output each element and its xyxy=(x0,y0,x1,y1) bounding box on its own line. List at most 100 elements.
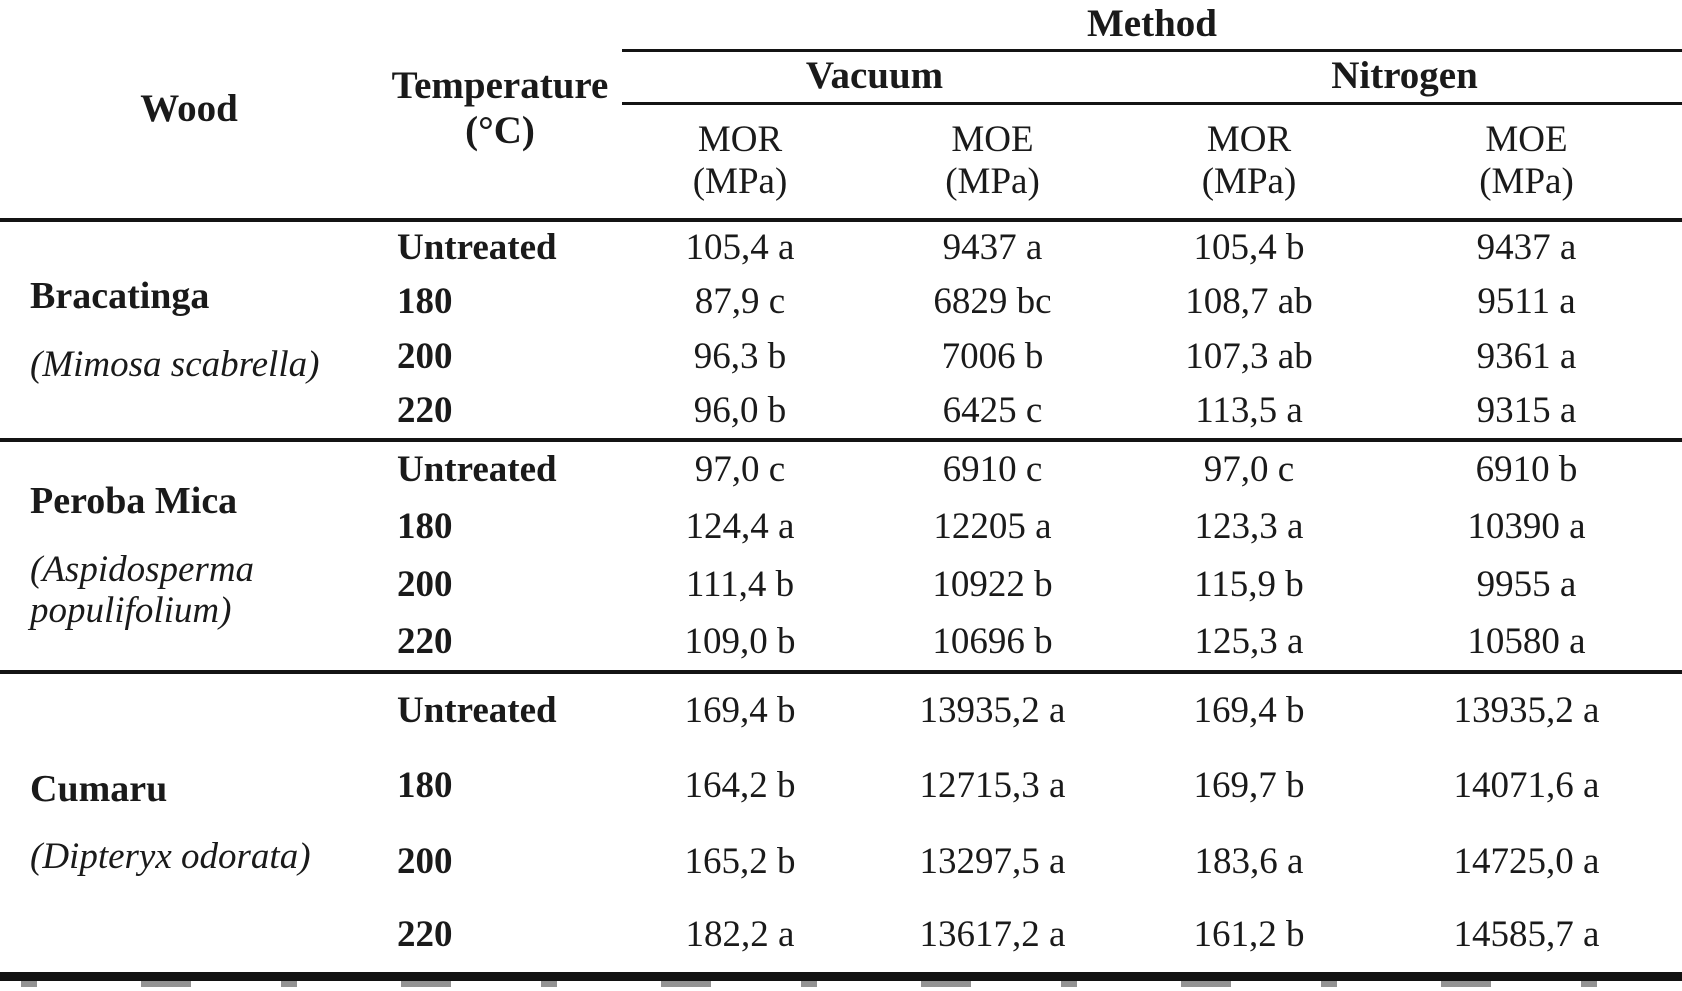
method-header: Method xyxy=(622,0,1682,52)
vacuum-method-header: Vacuum xyxy=(622,50,1127,105)
treatment-cell: 220 xyxy=(397,620,453,662)
vacuum-moe-value: 6910 c xyxy=(942,448,1043,490)
vacuum-moe-value: 9437 a xyxy=(942,227,1043,269)
vacuum-mor-value: 169,4 b xyxy=(684,689,796,731)
wood-species-cell: Cumaru (Dipteryx odorata) xyxy=(0,672,378,976)
treatment-cell: 220 xyxy=(397,390,453,432)
clipped-footnote-fragment xyxy=(21,980,1661,987)
nitrogen-mor-value: 123,3 a xyxy=(1194,505,1304,547)
nitrogen-mor-value: 105,4 b xyxy=(1193,227,1305,269)
nitrogen-mor-value: 108,7 ab xyxy=(1185,281,1313,323)
table-row: 220 109,0 b 10696 b 125,3 a 10580 a xyxy=(0,614,1682,672)
nitrogen-moe-value: 14725,0 a xyxy=(1453,840,1600,882)
vacuum-moe-value: 6425 c xyxy=(942,390,1043,432)
nitrogen-mor-subheader: MOR (MPa) xyxy=(1127,103,1371,222)
nitrogen-moe-value: 10580 a xyxy=(1467,620,1586,662)
vacuum-moe-value: 12715,3 a xyxy=(919,764,1066,806)
table-row: 220 96,0 b 6425 c 113,5 a 9315 a xyxy=(0,385,1682,440)
mpa-unit-label: (MPa) xyxy=(945,161,1040,203)
wood-group-cumaru: Cumaru (Dipteryx odorata) Untreated 169,… xyxy=(0,672,1682,976)
treatment-cell: 180 xyxy=(397,281,453,323)
treatment-cell: 200 xyxy=(397,563,453,605)
nitrogen-mor-value: 169,4 b xyxy=(1193,689,1305,731)
vacuum-moe-value: 13297,5 a xyxy=(919,840,1066,882)
wood-species-cell: Bracatinga (Mimosa scabrella) xyxy=(0,220,378,440)
nitrogen-moe-value: 14585,7 a xyxy=(1453,914,1600,956)
treatment-cell: Untreated xyxy=(397,227,557,269)
nitrogen-moe-value: 10390 a xyxy=(1467,505,1586,547)
scientific-name: (Mimosa scabrella) xyxy=(30,343,320,385)
vacuum-moe-subheader: MOE (MPa) xyxy=(858,103,1127,222)
nitrogen-mor-value: 113,5 a xyxy=(1195,390,1303,432)
nitrogen-mor-value: 169,7 b xyxy=(1193,764,1305,806)
nitrogen-moe-value: 9511 a xyxy=(1477,281,1576,323)
mpa-unit-label: (MPa) xyxy=(1479,161,1574,203)
vacuum-mor-value: 97,0 c xyxy=(694,448,786,490)
vacuum-mor-value: 165,2 b xyxy=(684,840,796,882)
vacuum-mor-value: 96,3 b xyxy=(693,336,787,378)
nitrogen-moe-value: 9955 a xyxy=(1476,563,1577,605)
moe-label: MOE xyxy=(1485,118,1568,160)
temperature-header-line1: Temperature xyxy=(391,64,609,108)
mor-label: MOR xyxy=(697,118,783,160)
table-row: 180 87,9 c 6829 bc 108,7 ab 9511 a xyxy=(0,275,1682,330)
nitrogen-method-header: Nitrogen xyxy=(1127,50,1682,105)
temperature-header-line2: (°C) xyxy=(465,109,535,152)
nitrogen-moe-subheader: MOE (MPa) xyxy=(1371,103,1682,222)
table-row: 180 164,2 b 12715,3 a 169,7 b 14071,6 a xyxy=(0,748,1682,824)
nitrogen-moe-value: 13935,2 a xyxy=(1453,689,1600,731)
vacuum-mor-value: 96,0 b xyxy=(693,390,787,432)
nitrogen-mor-value: 161,2 b xyxy=(1193,914,1305,956)
table-row: Peroba Mica (Aspidosperma populifolium) … xyxy=(0,440,1682,631)
wood-name: Bracatinga xyxy=(30,274,210,317)
nitrogen-mor-value: 107,3 ab xyxy=(1185,336,1313,378)
vacuum-moe-value: 7006 b xyxy=(941,336,1044,378)
treatment-cell: 180 xyxy=(397,505,453,547)
table-row: 200 111,4 b 10922 b 115,9 b 9955 a xyxy=(0,556,1682,614)
vacuum-moe-value: 10696 b xyxy=(932,620,1053,662)
vacuum-moe-value: 12205 a xyxy=(933,505,1052,547)
table-row: Cumaru (Dipteryx odorata) Untreated 169,… xyxy=(0,672,1682,877)
vacuum-mor-value: 124,4 a xyxy=(685,505,795,547)
nitrogen-moe-value: 14071,6 a xyxy=(1453,764,1600,806)
wood-group-bracatinga: Bracatinga (Mimosa scabrella) Untreated … xyxy=(0,220,1682,440)
vacuum-mor-value: 109,0 b xyxy=(684,620,796,662)
table-row: 200 165,2 b 13297,5 a 183,6 a 14725,0 a xyxy=(0,824,1682,900)
wood-group-peroba-mica: Peroba Mica (Aspidosperma populifolium) … xyxy=(0,440,1682,672)
table-row: 200 96,3 b 7006 b 107,3 ab 9361 a xyxy=(0,330,1682,385)
wood-name: Cumaru xyxy=(30,767,168,810)
nitrogen-mor-value: 125,3 a xyxy=(1194,620,1304,662)
nitrogen-mor-value: 183,6 a xyxy=(1194,840,1304,882)
nitrogen-moe-value: 9315 a xyxy=(1476,390,1577,432)
scientific-name: (Aspidosperma populifolium) xyxy=(30,549,255,631)
vacuum-moe-value: 13617,2 a xyxy=(919,914,1066,956)
nitrogen-moe-value: 9361 a xyxy=(1476,336,1577,378)
nitrogen-mor-value: 115,9 b xyxy=(1194,563,1304,605)
wood-name: Peroba Mica xyxy=(30,480,238,523)
nitrogen-mor-value: 97,0 c xyxy=(1203,448,1295,490)
vacuum-moe-value: 6829 bc xyxy=(933,281,1052,323)
treatment-cell: Untreated xyxy=(397,689,557,731)
vacuum-mor-value: 105,4 a xyxy=(685,227,795,269)
table-row: 180 124,4 a 12205 a 123,3 a 10390 a xyxy=(0,498,1682,556)
scientific-name: (Dipteryx odorata) xyxy=(30,836,311,878)
mpa-unit-label: (MPa) xyxy=(1201,161,1297,203)
wood-species-cell: Peroba Mica (Aspidosperma populifolium) xyxy=(0,440,378,672)
vacuum-mor-subheader: MOR (MPa) xyxy=(622,103,858,222)
vacuum-moe-value: 13935,2 a xyxy=(919,689,1066,731)
table-header: Wood Temperature (°C) Method Vacuum Nitr… xyxy=(0,0,1682,222)
nitrogen-moe-value: 6910 b xyxy=(1475,448,1578,490)
vacuum-mor-value: 164,2 b xyxy=(684,764,796,806)
table-row: Bracatinga (Mimosa scabrella) Untreated … xyxy=(0,220,1682,384)
wood-column-header: Wood xyxy=(0,0,378,222)
temperature-column-header: Temperature (°C) xyxy=(378,0,622,222)
nitrogen-moe-value: 9437 a xyxy=(1476,227,1577,269)
mor-label: MOR xyxy=(1206,118,1292,160)
treatment-cell: 220 xyxy=(397,914,453,956)
vacuum-mor-value: 87,9 c xyxy=(694,281,786,323)
treatment-cell: Untreated xyxy=(397,448,557,490)
moe-label: MOE xyxy=(951,118,1034,160)
treatment-cell: 200 xyxy=(397,336,453,378)
vacuum-moe-value: 10922 b xyxy=(932,563,1053,605)
